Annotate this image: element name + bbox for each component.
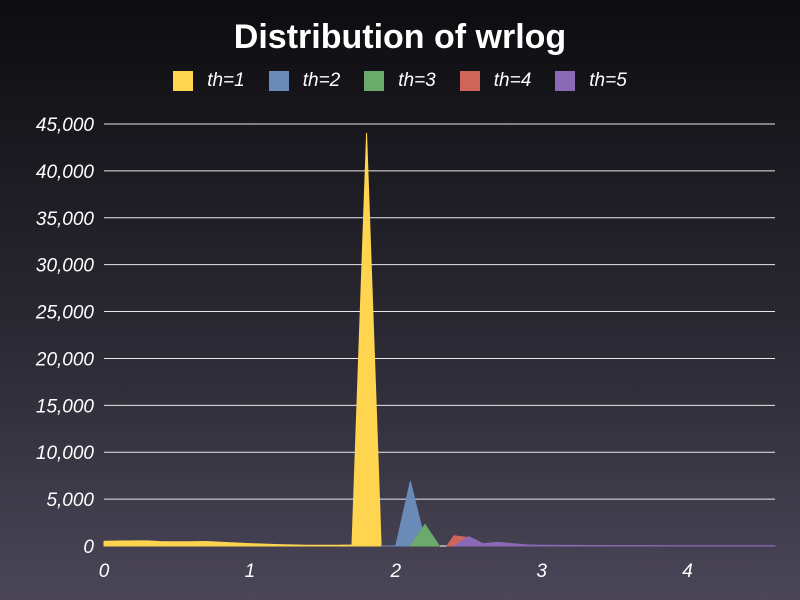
legend-swatch xyxy=(173,71,194,91)
y-axis-ticks: 0 5,000 10,000 15,000 20,000 25,000 30,000 35,0… xyxy=(35,115,95,558)
legend-label: th=3 xyxy=(398,70,436,91)
legend-item-th4[interactable]: th=4 xyxy=(459,70,532,92)
x-tick-label: 0 xyxy=(99,561,110,582)
legend-item-th3[interactable]: th=3 xyxy=(364,70,436,92)
legend-swatch xyxy=(268,71,289,91)
legend-swatch xyxy=(459,71,480,91)
x-tick-label: 4 xyxy=(682,561,693,582)
y-tick-label: 15,000 xyxy=(36,396,95,417)
legend-swatch xyxy=(364,71,385,91)
gridlines xyxy=(104,123,775,547)
x-tick-label: 3 xyxy=(536,561,547,582)
series-area-th1[interactable] xyxy=(103,132,382,547)
series-areas xyxy=(103,132,776,547)
y-tick-label: 35,000 xyxy=(36,209,95,230)
legend-label: th=1 xyxy=(207,70,245,91)
chart-title: Distribution of wrlog xyxy=(233,18,567,56)
y-tick-label: 25,000 xyxy=(35,303,95,324)
y-tick-label: 45,000 xyxy=(36,115,95,136)
chart-legend: th=1 th=2 th=3 th=4 th=5 xyxy=(0,68,800,94)
series-area-th3[interactable] xyxy=(409,523,440,547)
x-tick-label: 1 xyxy=(245,561,256,582)
x-tick-label: 2 xyxy=(389,561,401,582)
x-axis-ticks: 0 1 2 3 4 xyxy=(99,561,693,582)
y-tick-label: 20,000 xyxy=(35,349,95,370)
y-tick-label: 40,000 xyxy=(36,162,95,183)
legend-label: th=2 xyxy=(302,70,341,91)
y-tick-label: 30,000 xyxy=(36,256,95,277)
legend-item-th2[interactable]: th=2 xyxy=(268,70,341,92)
y-tick-label: 10,000 xyxy=(36,443,95,464)
legend-label: th=5 xyxy=(589,70,627,91)
legend-swatch xyxy=(555,71,576,91)
legend-item-th1[interactable]: th=1 xyxy=(173,70,245,92)
series-area-th5[interactable] xyxy=(453,536,776,547)
legend-label: th=4 xyxy=(493,70,532,91)
legend-item-th5[interactable]: th=5 xyxy=(555,70,627,92)
y-tick-label: 0 xyxy=(83,537,94,558)
y-tick-label: 5,000 xyxy=(46,490,94,511)
